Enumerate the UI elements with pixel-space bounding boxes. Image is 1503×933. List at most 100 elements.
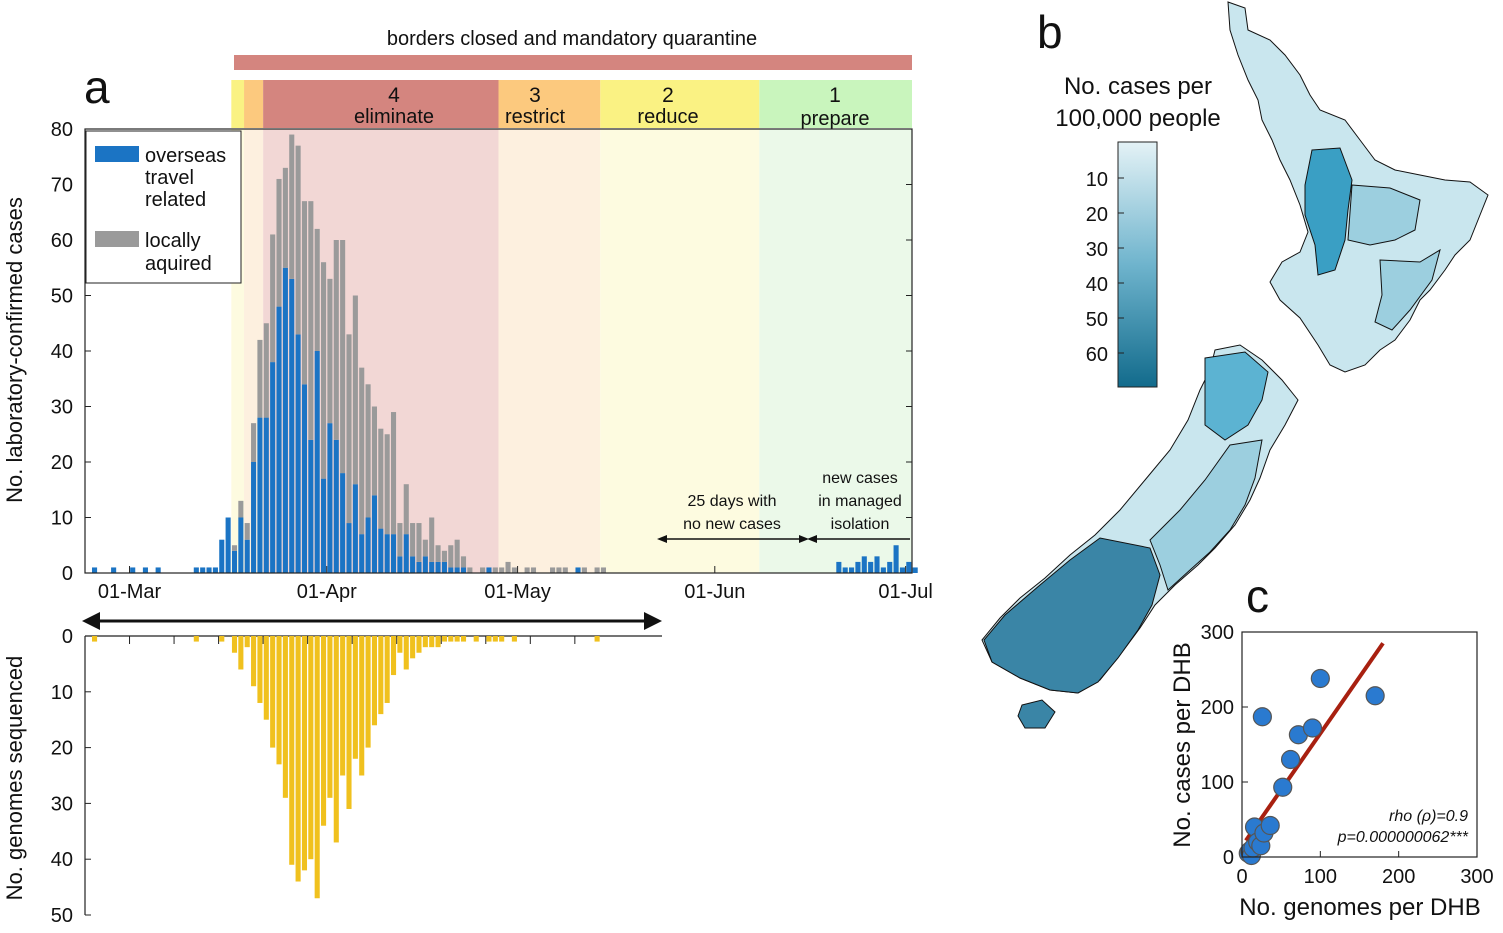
annot-no-new-arrowhead-right — [799, 535, 809, 543]
bar-local — [422, 539, 428, 557]
panel-label-b: b — [1037, 6, 1063, 58]
bar-genomes — [441, 636, 447, 642]
scatter-xlabel: No. genomes per DHB — [1239, 894, 1480, 921]
bar-local — [550, 567, 556, 573]
bar-genomes — [257, 636, 263, 703]
bar-local — [251, 423, 257, 462]
bar-genomes — [340, 636, 346, 776]
bar-overseas — [486, 567, 492, 573]
bar-local — [441, 550, 447, 562]
bar-local — [492, 567, 498, 573]
bar-overseas — [276, 306, 282, 573]
bar-overseas — [155, 567, 161, 573]
shade-level-1 — [759, 129, 912, 573]
bar-overseas — [575, 567, 581, 573]
bar-overseas — [410, 556, 416, 573]
colorbar-gradient — [1117, 141, 1158, 388]
level-1-name: prepare — [801, 108, 870, 130]
bar-overseas — [874, 556, 880, 573]
bar-genomes — [231, 636, 238, 653]
bar-overseas — [842, 567, 848, 573]
bar-overseas — [111, 567, 117, 573]
bar-overseas — [295, 334, 301, 573]
bar-local — [238, 500, 244, 518]
cases-ylabel: No. laboratory-confirmed cases — [2, 197, 27, 503]
bar-local — [378, 428, 384, 529]
annot-managed-1: new cases — [822, 470, 898, 487]
bar-genomes — [448, 636, 454, 642]
bar-genomes — [238, 636, 244, 670]
bar-overseas — [441, 561, 447, 573]
bar-genomes — [321, 636, 327, 826]
bar-overseas — [359, 534, 365, 573]
genomes-bars — [91, 636, 600, 899]
strip-level-2 — [600, 80, 760, 128]
bar-local — [365, 384, 371, 518]
bar-overseas — [346, 523, 352, 573]
scatter-plot-frame — [1241, 631, 1478, 858]
level-3-number: 3 — [529, 84, 541, 107]
cases-axes: 0 10 20 30 40 50 60 70 80 01-Mar 01-Apr 01-May 01-Ju… — [51, 119, 933, 603]
map-canterbury-region — [1149, 439, 1263, 591]
bar-local — [467, 567, 473, 573]
bar-genomes — [460, 636, 467, 642]
bar-genomes — [295, 636, 301, 882]
bar-local — [384, 434, 390, 535]
annot-no-new-arrowhead-left — [657, 535, 667, 543]
bar-overseas — [861, 556, 867, 573]
alert-level-shading — [231, 129, 912, 573]
bar-genomes — [384, 636, 390, 703]
bar-local — [346, 334, 352, 524]
bar-local — [371, 406, 377, 496]
bar-local — [295, 145, 301, 335]
bar-local — [499, 567, 505, 573]
legend-label-local-1: locally — [145, 230, 201, 252]
bar-overseas — [454, 567, 460, 573]
legend-label-overseas-3: related — [145, 189, 206, 211]
scatter-xtick-label: 200 — [1382, 866, 1415, 888]
scatter-ylabel: No. cases per DHB — [1169, 642, 1196, 847]
annot-no-new-2: no new cases — [683, 516, 781, 533]
bar-local — [308, 201, 314, 440]
strip-pre-level-2 — [231, 80, 245, 128]
scatter-xtick-label: 100 — [1304, 866, 1337, 888]
cases-plot-frame — [84, 128, 913, 574]
genomes-ytick-label: 50 — [51, 905, 73, 927]
cases-xtick-label: 01-Mar — [98, 581, 162, 603]
cases-ytick-label: 40 — [51, 341, 73, 363]
bar-overseas — [212, 567, 218, 573]
scatter-stat-p: p=0.000000062*** — [1337, 829, 1469, 846]
bar-local — [257, 339, 263, 418]
bar-genomes — [390, 636, 397, 676]
bar-overseas — [403, 534, 409, 573]
bar-overseas — [308, 439, 314, 573]
level-4-number: 4 — [388, 84, 400, 107]
legend-swatch-overseas — [95, 146, 139, 162]
bar-overseas — [352, 484, 358, 573]
bar-local — [282, 167, 288, 268]
bar-overseas — [327, 423, 333, 573]
scatter-point — [1365, 686, 1385, 706]
bar-local — [594, 567, 600, 573]
colorbar-tick-label: 50 — [1086, 309, 1108, 331]
bar-genomes — [378, 636, 384, 715]
cases-xtick-label: 01-May — [484, 581, 551, 603]
bar-overseas — [384, 534, 390, 573]
colorbar-title-2: 100,000 people — [1055, 105, 1221, 132]
bar-genomes — [492, 636, 498, 642]
bar-genomes — [454, 636, 460, 642]
bar-overseas — [849, 567, 855, 573]
bar-genomes — [429, 636, 435, 648]
bar-genomes — [301, 636, 308, 871]
bar-overseas — [460, 567, 467, 573]
bar-local — [270, 234, 276, 363]
genomes-ytick-label: 40 — [51, 849, 73, 871]
bar-genomes — [473, 636, 479, 642]
bar-genomes — [416, 636, 422, 653]
bar-local — [321, 262, 327, 479]
bar-local — [314, 228, 320, 351]
annot-managed-arrowhead — [807, 535, 817, 543]
panel-label-c: c — [1246, 570, 1269, 622]
bar-overseas — [231, 550, 238, 573]
bar-local — [397, 523, 403, 557]
